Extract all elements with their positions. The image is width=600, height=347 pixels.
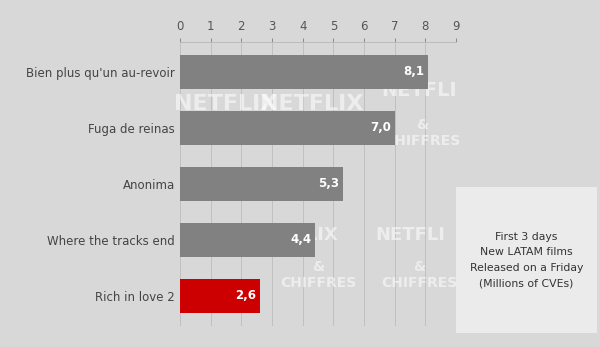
Text: 4,4: 4,4 [290,234,311,246]
Text: NETFLI: NETFLI [382,81,457,100]
Text: &
CHIFFRES: & CHIFFRES [280,260,356,290]
Text: NETFLIX: NETFLIX [175,94,278,114]
Text: &
CHIFFRES: & CHIFFRES [384,118,460,148]
Bar [180,54,428,89]
Text: 2,6: 2,6 [235,289,256,302]
Text: 8,1: 8,1 [404,66,425,78]
Bar [180,222,315,257]
Text: 7,0: 7,0 [370,121,391,134]
Text: NETFLI: NETFLI [375,226,445,244]
Bar [180,111,395,145]
Text: CHIFFRES: CHIFFRES [182,282,258,296]
Bar [180,167,343,201]
Text: NETFLIX: NETFLIX [254,226,338,244]
Text: 5,3: 5,3 [318,177,339,191]
Text: &
CHIFFRES: & CHIFFRES [381,260,457,290]
Bar [180,279,260,313]
Text: NETFLIX: NETFLIX [260,94,364,114]
Text: First 3 days
New LATAM films
Released on a Friday
(Millions of CVEs): First 3 days New LATAM films Released on… [470,232,583,289]
